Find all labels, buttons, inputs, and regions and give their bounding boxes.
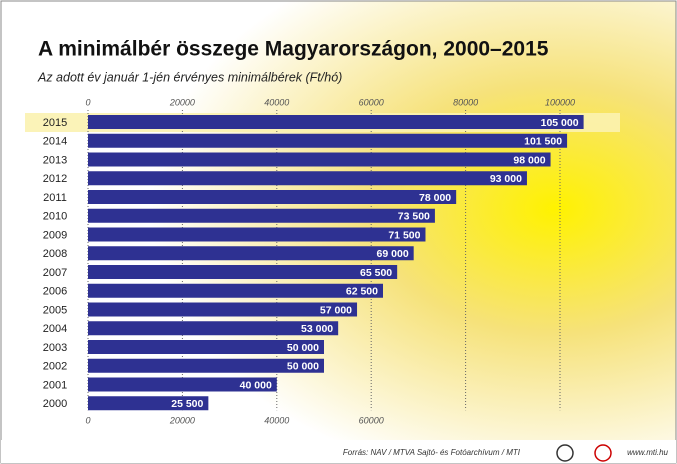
y-tick-label: 2001: [43, 379, 67, 391]
bar: [88, 340, 324, 354]
logo: [556, 444, 574, 462]
value-label: 73 500: [398, 211, 430, 223]
y-tick-label: 2015: [43, 117, 67, 129]
value-label: 25 500: [171, 398, 203, 410]
bar: [88, 246, 414, 261]
x-tick-label: 60000: [359, 415, 384, 425]
footer-band: [1, 440, 676, 463]
chart-subtitle: Az adott év január 1-jén érvényes minimá…: [37, 70, 342, 84]
bar: [88, 396, 209, 411]
x-tick-label: 40000: [264, 415, 289, 425]
x-tick-label: 40000: [264, 97, 289, 107]
y-tick-label: 2008: [43, 248, 67, 260]
value-label: 93 000: [490, 173, 522, 185]
y-tick-label: 2004: [43, 323, 67, 335]
bar: [88, 171, 527, 186]
value-label: 105 000: [541, 117, 579, 129]
bar: [88, 265, 398, 279]
value-label: 78 000: [419, 192, 451, 204]
y-tick-label: 2007: [43, 267, 67, 279]
bar: [88, 377, 277, 392]
y-tick-label: 2002: [43, 361, 67, 373]
value-label: 69 000: [377, 248, 409, 260]
y-tick-label: 2009: [43, 229, 67, 241]
y-tick-label: 2003: [43, 342, 67, 354]
x-tick-label: 20000: [169, 97, 195, 107]
x-tick-label: 0: [85, 97, 90, 107]
y-tick-label: 2010: [43, 211, 67, 223]
website: www.mti.hu: [627, 448, 668, 457]
bar: [88, 133, 568, 148]
value-label: 50 000: [287, 342, 319, 354]
value-label: 53 000: [301, 323, 333, 335]
bar: [88, 358, 324, 373]
y-tick-label: 2005: [43, 304, 67, 316]
value-label: 57 000: [320, 304, 352, 316]
bar: [88, 115, 584, 129]
bar: [88, 321, 339, 336]
bar: [88, 227, 426, 242]
x-tick-label: 20000: [169, 415, 195, 425]
value-label: 101 500: [524, 136, 562, 148]
y-tick-label: 2006: [43, 286, 67, 298]
x-tick-label: 0: [85, 415, 90, 425]
bar: [88, 208, 435, 223]
value-label: 50 000: [287, 361, 319, 373]
value-label: 62 500: [346, 286, 378, 298]
logo: [594, 444, 612, 462]
x-tick-label: 100000: [545, 97, 575, 107]
x-tick-label: 60000: [359, 97, 384, 107]
source: Forrás: NAV / MTVA Sajtó- és Fotóarchívu…: [343, 448, 521, 457]
bar: [88, 152, 551, 167]
y-tick-label: 2000: [43, 398, 67, 410]
y-tick-label: 2011: [43, 192, 67, 204]
value-label: 65 500: [360, 267, 392, 279]
bar: [88, 283, 383, 298]
y-tick-label: 2013: [43, 154, 67, 166]
value-label: 98 000: [513, 154, 545, 166]
chart-title: A minimálbér összege Magyarországon, 200…: [38, 38, 549, 61]
value-label: 40 000: [240, 379, 272, 391]
y-tick-label: 2014: [43, 136, 67, 148]
value-label: 71 500: [388, 229, 420, 241]
y-tick-label: 2012: [43, 173, 67, 185]
bar: [88, 302, 358, 317]
x-tick-label: 80000: [453, 97, 478, 107]
bar: [88, 190, 457, 204]
